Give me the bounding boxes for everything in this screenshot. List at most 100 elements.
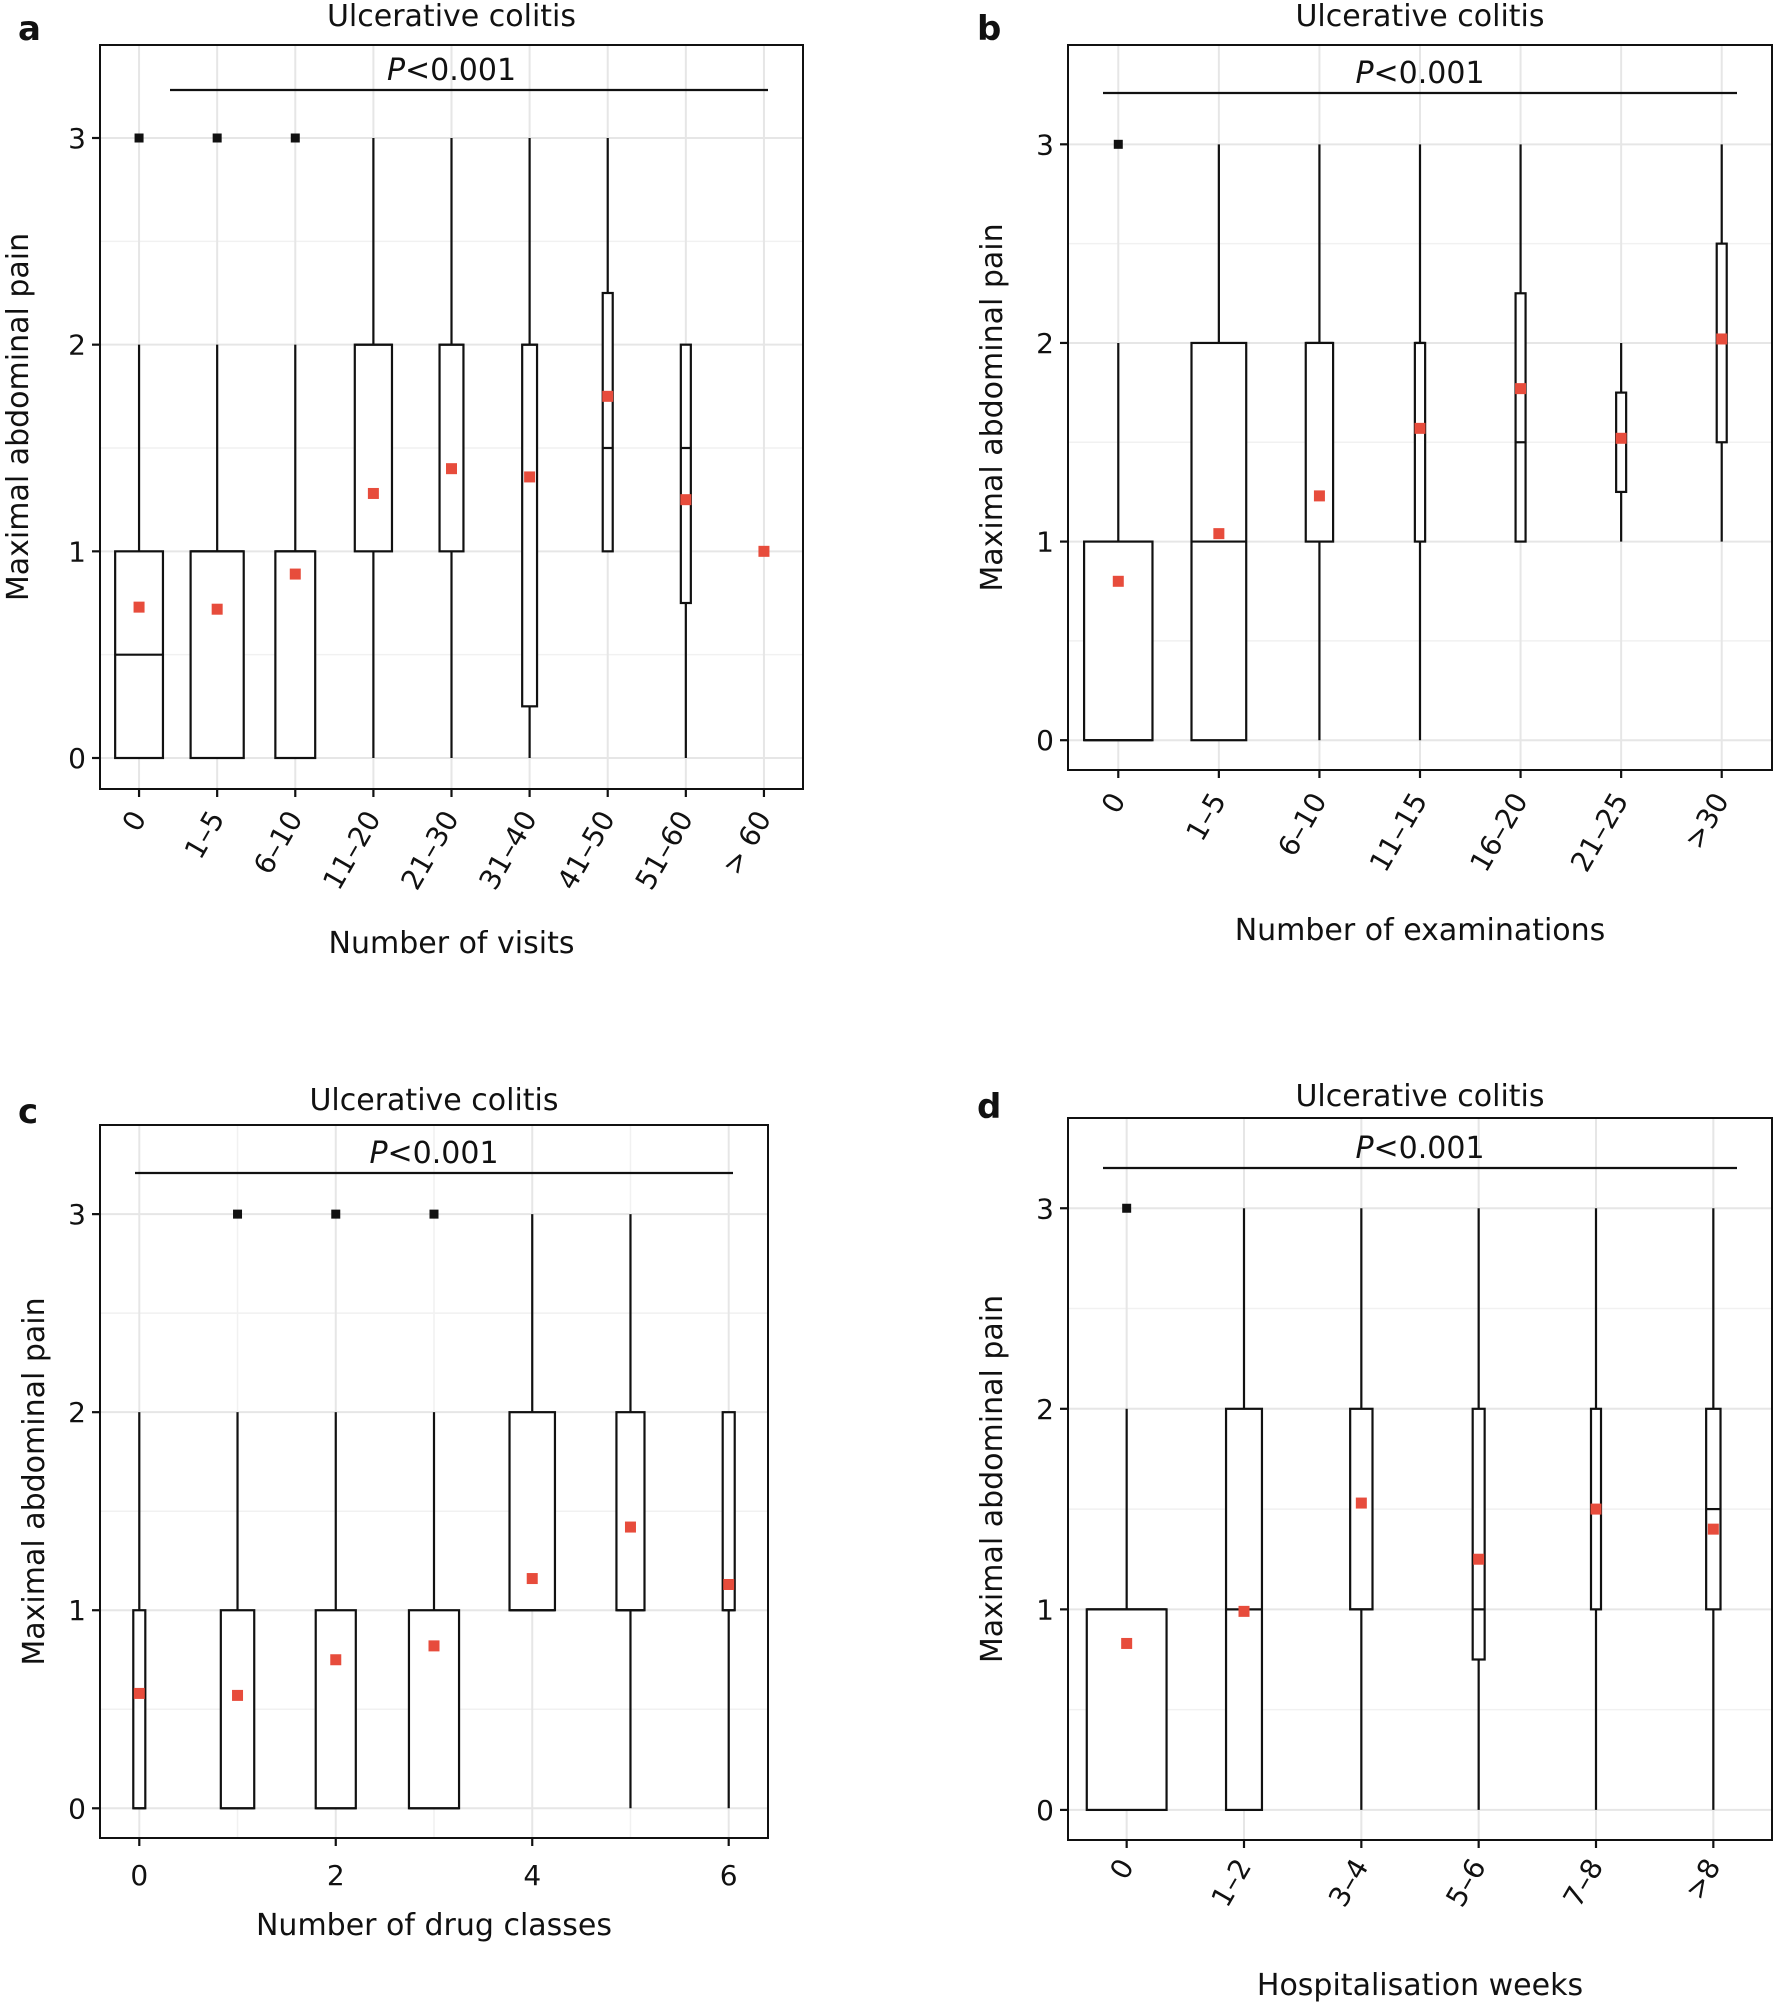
mean-point xyxy=(1238,1605,1250,1617)
box-group xyxy=(508,1214,557,1612)
outlier-point xyxy=(212,133,222,143)
box xyxy=(132,1609,147,1810)
x-tick-label: 6–10 xyxy=(247,805,309,880)
x-axis-label: Hospitalisation weeks xyxy=(1257,1968,1583,2003)
y-tick-label: 3 xyxy=(1036,128,1054,161)
box-group xyxy=(407,1209,461,1810)
y-tick-label: 0 xyxy=(68,1792,86,1825)
y-tick-label: 2 xyxy=(68,329,86,362)
box-group xyxy=(1190,144,1248,742)
box-group xyxy=(438,138,465,758)
box-group xyxy=(1615,342,1628,542)
box xyxy=(615,1411,646,1612)
box-group xyxy=(758,545,770,557)
mean-point xyxy=(1515,383,1527,395)
x-tick-label: 0 xyxy=(1095,787,1132,819)
mean-point xyxy=(1414,422,1426,434)
outlier-point xyxy=(290,133,300,143)
mean-point xyxy=(758,545,770,557)
box xyxy=(1082,540,1154,742)
box-group xyxy=(1471,1208,1486,1810)
y-axis-label: Maximal abdominal pain xyxy=(975,1295,1010,1663)
y-tick-label: 2 xyxy=(1036,1393,1054,1426)
box xyxy=(189,550,245,760)
x-tick-label: 5–6 xyxy=(1439,1853,1492,1912)
mean-point xyxy=(1615,432,1627,444)
x-tick-label: 4 xyxy=(523,1859,541,1892)
plot-frame xyxy=(99,1124,769,1839)
x-tick-label: 41–50 xyxy=(551,805,622,895)
p-value-label: P<0.001 xyxy=(369,1136,498,1171)
box xyxy=(1471,1407,1486,1661)
y-tick-label: 3 xyxy=(68,122,86,155)
box xyxy=(1413,341,1427,543)
panel-letter: d xyxy=(977,1087,1001,1127)
x-tick-label: 16–20 xyxy=(1463,787,1534,877)
box xyxy=(274,550,317,760)
mean-point xyxy=(602,390,614,402)
mean-point xyxy=(723,1578,735,1590)
p-symbol: P xyxy=(369,1136,388,1171)
x-tick-label: 11–20 xyxy=(316,805,387,895)
p-value-text: <0.001 xyxy=(1374,1131,1485,1166)
mean-point xyxy=(211,603,223,615)
panel-c: 0 1 2 3 0 2 4 6 P<0.001 Ulcerative colitis c Number… xyxy=(17,1083,769,1943)
outlier-point xyxy=(331,1209,341,1219)
box-group xyxy=(615,1214,646,1809)
y-tick-label: 3 xyxy=(68,1198,86,1231)
gridlines xyxy=(1068,1118,1772,1840)
x-axis-label: Number of examinations xyxy=(1235,913,1606,948)
box-group xyxy=(1224,1208,1264,1812)
y-tick-label: 0 xyxy=(1036,1794,1054,1827)
x-tick-label: 0 xyxy=(130,1859,148,1892)
box-group xyxy=(1589,1208,1603,1810)
box-group xyxy=(521,138,539,758)
mean-point xyxy=(133,601,145,613)
box xyxy=(521,343,539,708)
y-tick-label: 0 xyxy=(1036,724,1054,757)
box xyxy=(219,1609,256,1810)
mean-point xyxy=(1590,1503,1602,1515)
box xyxy=(353,343,394,553)
mean-point xyxy=(133,1687,145,1699)
x-tick-label: >8 xyxy=(1678,1853,1727,1905)
box xyxy=(679,343,692,605)
mean-point xyxy=(1213,528,1225,540)
box xyxy=(314,1609,357,1810)
y-tick-label: 2 xyxy=(68,1396,86,1429)
p-value-text: <0.001 xyxy=(388,1136,499,1171)
box xyxy=(1514,292,1527,543)
y-tick-label: 1 xyxy=(1036,1593,1054,1626)
mean-point xyxy=(428,1640,440,1652)
panel-letter: a xyxy=(18,9,41,49)
panel-a: 0 1 2 3 0 1–5 6–10 11–20 21–30 31–40 41–50 51–60 > 6… xyxy=(1,0,804,961)
box-group xyxy=(274,133,317,760)
box-group xyxy=(1715,144,1728,542)
x-tick-label: 7–8 xyxy=(1557,1853,1610,1912)
mean-point xyxy=(1716,333,1728,345)
x-tick-label: 3–4 xyxy=(1322,1853,1375,1912)
outlier-point xyxy=(429,1209,439,1219)
outlier-point xyxy=(233,1209,243,1219)
box-group xyxy=(1413,144,1427,741)
p-value-text: <0.001 xyxy=(1374,56,1485,91)
x-tick-label: > 60 xyxy=(715,805,778,880)
box-group xyxy=(1705,1208,1722,1810)
x-tick-label: 0 xyxy=(116,805,153,837)
box-group xyxy=(114,133,165,760)
mean-point xyxy=(680,494,692,506)
box-group xyxy=(1514,144,1527,543)
mean-point xyxy=(232,1689,244,1701)
mean-point xyxy=(1121,1637,1133,1649)
x-tick-label: 21–30 xyxy=(394,805,465,895)
box-group xyxy=(353,138,394,758)
x-tick-label: >30 xyxy=(1678,787,1736,855)
x-tick-label: 31–40 xyxy=(472,805,543,895)
p-value-label: P<0.001 xyxy=(1355,1131,1484,1166)
outlier-point xyxy=(1122,1203,1132,1213)
y-axis-label: Maximal abdominal pain xyxy=(975,223,1010,591)
box-group xyxy=(1349,1208,1374,1810)
y-tick-label: 1 xyxy=(68,1594,86,1627)
p-value-label: P<0.001 xyxy=(1355,56,1484,91)
box xyxy=(1304,341,1335,543)
